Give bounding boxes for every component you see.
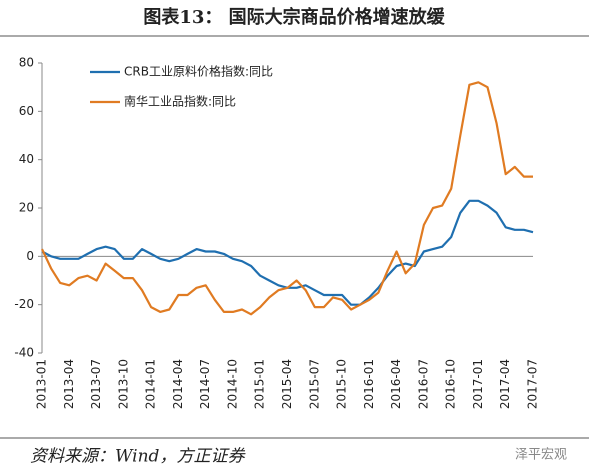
x-tick-label: 2016-07: [416, 359, 430, 409]
x-tick-label: 2017-07: [526, 359, 540, 409]
legend-label: CRB工业原料价格指数:同比: [124, 64, 273, 79]
x-tick-label: 2013-10: [116, 359, 130, 409]
y-tick-label: 0: [26, 249, 34, 263]
series-line: [41, 81, 533, 316]
chart-title: 图表13： 国际大宗商品价格增速放缓: [143, 6, 445, 28]
series-line: [41, 199, 534, 306]
x-tick-label: 2014-01: [144, 359, 158, 409]
x-tick-label: 2015-01: [253, 359, 267, 409]
y-tick-label: 80: [19, 56, 34, 70]
x-tick-label: 2013-04: [62, 359, 76, 409]
x-tick-label: 2013-01: [35, 359, 49, 409]
source: 资料来源：Wind，方正证券: [30, 447, 246, 467]
x-tick-label: 2015-04: [280, 359, 294, 409]
y-tick-label: 60: [19, 104, 34, 118]
x-tick-label: 2014-10: [225, 359, 239, 409]
x-tick-label: 2015-07: [307, 359, 321, 409]
y-tick-label: -20: [14, 297, 34, 311]
watermark: 泽平宏观: [515, 448, 567, 463]
x-tick-label: 2016-04: [389, 359, 403, 409]
legend-label: 南华工业品指数:同比: [124, 94, 236, 109]
y-tick-label: -40: [14, 346, 34, 360]
x-tick-label: 2014-04: [171, 359, 185, 409]
x-tick-label: 2013-07: [89, 359, 103, 409]
x-tick-label: 2016-10: [444, 359, 458, 409]
x-tick-label: 2014-07: [198, 359, 212, 409]
x-tick-label: 2016-01: [362, 359, 376, 409]
y-tick-label: 40: [19, 152, 34, 166]
y-tick-label: 20: [19, 201, 34, 215]
x-tick-label: 2017-01: [471, 359, 485, 409]
x-tick-label: 2017-04: [498, 359, 512, 409]
x-tick-label: 2015-10: [335, 359, 349, 409]
